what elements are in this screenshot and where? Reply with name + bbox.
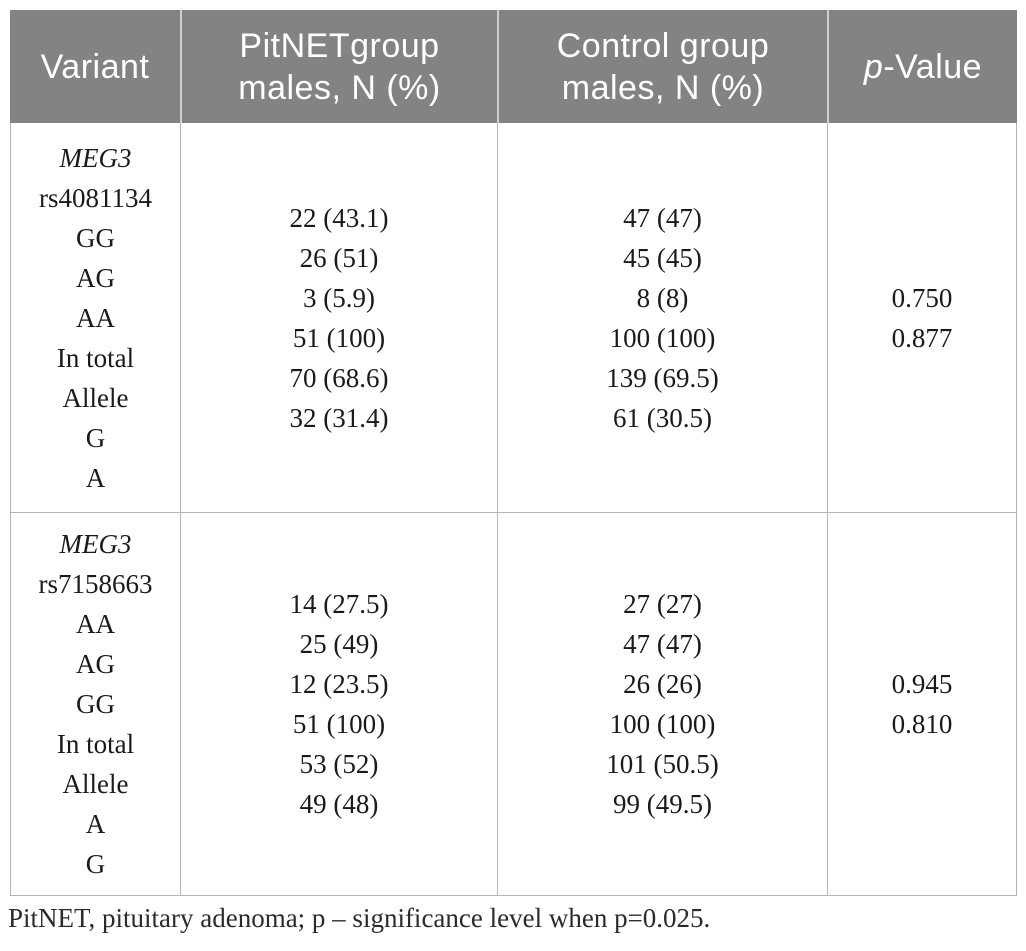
cell-variant-rs4081134: MEG3 rs4081134 GG AG AA In total Allele G A — [11, 123, 180, 512]
line: A — [85, 462, 106, 493]
line: AA — [76, 609, 115, 639]
line: 25 (49) — [299, 629, 379, 659]
line: 32 (31.4) — [289, 402, 389, 433]
line: 51 (100) — [292, 322, 386, 353]
variant-lines: rs7158663 AA AG GG In total Allele A G — [39, 564, 153, 884]
line: 22 (43.1) — [289, 202, 389, 233]
line: 14 (27.5) — [289, 589, 389, 619]
line: 8 (8) — [636, 282, 689, 313]
table-footnote: PitNET, pituitary adenoma; p – significa… — [8, 903, 711, 933]
genotype-frequency-table: Variant PitNETgroup males, N (%) Control … — [10, 10, 1017, 896]
line: 100 (100) — [609, 322, 716, 353]
line: 45 (45) — [623, 242, 702, 273]
header-label-variant: Variant — [40, 47, 150, 86]
line: 26 (26) — [623, 669, 702, 699]
line: males, N (%) — [561, 68, 765, 107]
line: rs7158663 — [38, 569, 153, 599]
line: 61 (30.5) — [613, 402, 712, 433]
line: 49 (48) — [299, 789, 379, 819]
cell-pitnet-values-rs7158663: 14 (27.5) 25 (49) 12 (23.5) 51 (100) 53 (52)… — [180, 513, 497, 895]
gene-name: MEG3 — [59, 142, 132, 173]
line: 27 (27) — [623, 589, 702, 619]
line: 70 (68.6) — [289, 362, 389, 393]
line: 0.750 — [891, 282, 953, 313]
line: 0.877 — [891, 322, 953, 353]
line: AG — [76, 649, 115, 679]
line: 3 (5.9) — [303, 282, 375, 313]
header-label-pvalue: p-Value — [864, 46, 982, 88]
line: PitNETgroup — [239, 26, 440, 65]
line: 99 (49.5) — [613, 789, 712, 819]
line: In total — [56, 729, 135, 759]
line: 51 (100) — [292, 709, 386, 739]
table-row-rs4081134: MEG3 rs4081134 GG AG AA In total Allele G A 22 … — [11, 123, 1016, 512]
pvalue-rest: -Value — [883, 47, 983, 86]
header-cell-pvalue: p-Value — [827, 10, 1017, 123]
line: 47 (47) — [623, 629, 702, 659]
line: G — [85, 849, 106, 879]
line: A — [85, 809, 106, 839]
table-header-row: Variant PitNETgroup males, N (%) Control … — [10, 10, 1017, 123]
line: 53 (52) — [299, 749, 379, 779]
line: AG — [76, 262, 115, 293]
line: 0.945 — [891, 669, 953, 699]
cell-pvalues-rs4081134: 0.750 0.877 — [827, 123, 1016, 512]
cell-pvalues-rs7158663: 0.945 0.810 — [827, 513, 1016, 895]
cell-control-values-rs7158663: 27 (27) 47 (47) 26 (26) 100 (100) 101 (50.5)… — [497, 513, 827, 895]
gene-name: MEG3 — [59, 529, 132, 559]
header-cell-control-males: Control group males, N (%) — [497, 10, 827, 123]
line: Allele — [62, 769, 129, 799]
pvalue-italic-p: p — [863, 47, 884, 86]
variant-lines: rs4081134 GG AG AA In total Allele G A — [39, 178, 152, 498]
line: males, N (%) — [238, 68, 441, 107]
header-cell-pitnet-males: PitNETgroup males, N (%) — [180, 10, 497, 123]
line: 0.810 — [891, 709, 953, 739]
cell-pitnet-values-rs4081134: 22 (43.1) 26 (51) 3 (5.9) 51 (100) 70 (68.6)… — [180, 123, 497, 512]
line: Control group — [556, 26, 770, 65]
line: AA — [76, 302, 115, 333]
line: Allele — [62, 382, 129, 413]
line: 101 (50.5) — [606, 749, 719, 779]
line: G — [85, 422, 106, 453]
line: rs4081134 — [39, 182, 152, 213]
line: In total — [56, 342, 135, 373]
line: 26 (51) — [299, 242, 379, 273]
line: 139 (69.5) — [606, 362, 719, 393]
line: 100 (100) — [609, 709, 716, 739]
line: 47 (47) — [623, 202, 702, 233]
cell-control-values-rs4081134: 47 (47) 45 (45) 8 (8) 100 (100) 139 (69.5) 61… — [497, 123, 827, 512]
cell-variant-rs7158663: MEG3 rs7158663 AA AG GG In total Allele A G — [11, 513, 180, 895]
table-body: MEG3 rs4081134 GG AG AA In total Allele G A 22 … — [10, 123, 1017, 896]
line: GG — [76, 222, 115, 253]
table-row-rs7158663: MEG3 rs7158663 AA AG GG In total Allele A G 14 … — [11, 512, 1016, 895]
header-cell-variant: Variant — [10, 10, 180, 123]
line: 12 (23.5) — [289, 669, 389, 699]
line: GG — [76, 689, 115, 719]
